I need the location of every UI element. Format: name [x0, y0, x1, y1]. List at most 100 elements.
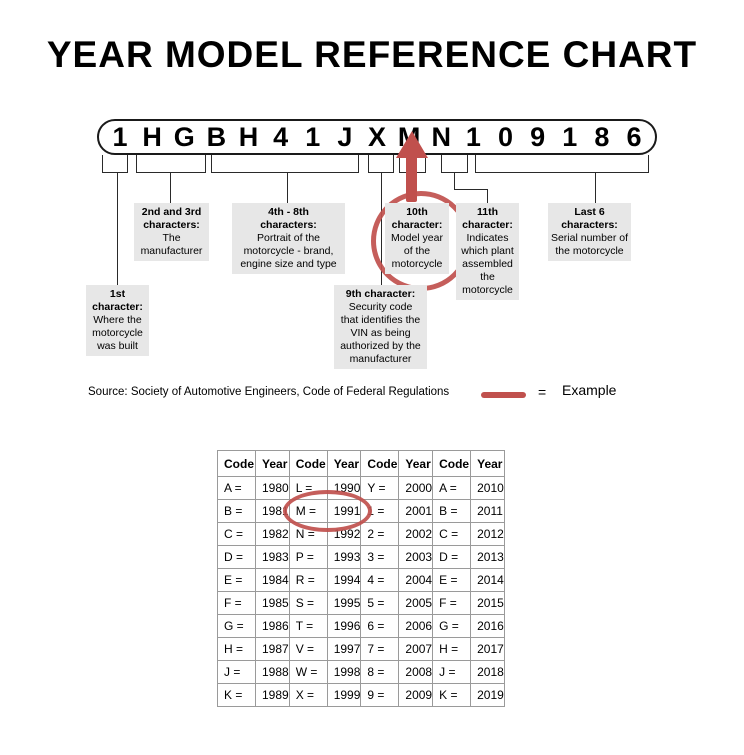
year-cell: 2005: [398, 591, 434, 615]
example-legend-line: [481, 392, 526, 398]
callout-body: Where the motorcycle was built: [92, 314, 143, 352]
code-cell: V =: [288, 637, 328, 661]
vin-character: 8: [594, 121, 610, 152]
year-cell: 2019: [470, 683, 505, 707]
year-cell: 2009: [398, 683, 434, 707]
callout-4th-8th-characters: 4th - 8th characters: Portrait of the mo…: [232, 203, 345, 274]
callout-header: 9th character:: [345, 288, 416, 300]
code-cell: F =: [217, 591, 256, 615]
vin-character: 9: [530, 121, 546, 152]
vin-character: N: [431, 121, 452, 152]
vin-character: 1: [305, 121, 321, 152]
table-header-cell: Year: [255, 450, 290, 477]
year-cell: 1983: [255, 545, 290, 569]
callout-header: 2nd and 3rd characters:: [141, 206, 202, 231]
callout-body: Security code that identifies the VIN as…: [340, 301, 421, 365]
example-ellipse-m-1991: [283, 490, 372, 532]
callout-9th-character: 9th character: Security code that identi…: [334, 285, 427, 369]
year-cell: 2000: [398, 476, 434, 500]
connector-line-last-6: [595, 172, 596, 203]
vin-pill: 1 H G B H 4 1 J X M N 1 0 9 1 8 6: [97, 119, 657, 155]
table-header-row: Code Year Code Year Code Year Code Year: [217, 450, 505, 477]
table-header-cell: Code: [217, 450, 256, 477]
year-cell: 2003: [398, 545, 434, 569]
code-cell: S =: [288, 591, 328, 615]
code-cell: 8 =: [360, 660, 400, 684]
code-cell: K =: [432, 683, 472, 707]
code-cell: F =: [432, 591, 472, 615]
code-cell: J =: [432, 660, 472, 684]
year-cell: 2018: [470, 660, 505, 684]
year-cell: 1985: [255, 591, 290, 615]
vin-group-bracket-1st: [102, 155, 128, 173]
code-cell: H =: [432, 637, 472, 661]
code-cell: 7 =: [360, 637, 400, 661]
vin-group-bracket-last-6: [475, 155, 649, 173]
callout-body: Portrait of the motorcycle - brand, engi…: [240, 232, 337, 270]
code-cell: H =: [217, 637, 256, 661]
code-cell: Y =: [360, 476, 400, 500]
table-row: A = 1980 L = 1990 Y = 2000 A = 2010: [217, 476, 505, 500]
table-header-cell: Year: [398, 450, 434, 477]
vin-group-bracket-11th: [441, 155, 468, 173]
code-cell: K =: [217, 683, 256, 707]
code-cell: D =: [432, 545, 472, 569]
code-cell: C =: [432, 522, 472, 546]
table-row: F = 1985 S = 1995 5 = 2005 F = 2015: [217, 591, 505, 615]
table-row: C = 1982 N = 1992 2 = 2002 C = 2012: [217, 522, 505, 546]
year-cell: 2011: [470, 499, 505, 523]
year-cell: 1997: [326, 637, 362, 661]
callout-body: Model year of the motorcycle: [391, 232, 443, 270]
table-row: H = 1987 V = 1997 7 = 2007 H = 2017: [217, 637, 505, 661]
vin-group-bracket-9th: [368, 155, 394, 173]
connector-line-11th-drop: [487, 189, 488, 203]
table-row: K = 1989 X = 1999 9 = 2009 K = 2019: [217, 683, 505, 707]
code-cell: 2 =: [360, 522, 400, 546]
code-cell: E =: [217, 568, 256, 592]
code-cell: C =: [217, 522, 256, 546]
code-cell: T =: [288, 614, 328, 638]
code-cell: 6 =: [360, 614, 400, 638]
code-cell: J =: [217, 660, 256, 684]
code-cell: A =: [432, 476, 472, 500]
year-cell: 1995: [326, 591, 362, 615]
page-title: YEAR MODEL REFERENCE CHART: [46, 34, 698, 75]
year-cell: 2016: [470, 614, 505, 638]
year-code-table: Code Year Code Year Code Year Code Year …: [217, 450, 505, 707]
vin-character: 4: [273, 121, 289, 152]
callout-header: 4th - 8th characters:: [260, 206, 317, 231]
code-cell: D =: [217, 545, 256, 569]
year-cell: 1994: [326, 568, 362, 592]
connector-line-4th-8th: [287, 172, 288, 203]
year-cell: 2002: [398, 522, 434, 546]
code-cell: X =: [288, 683, 328, 707]
callout-10th-character: 10th character: Model year of the motorc…: [385, 203, 449, 274]
year-cell: 2008: [398, 660, 434, 684]
vin-group-bracket-2nd-3rd: [136, 155, 206, 173]
code-cell: R =: [288, 568, 328, 592]
table-row: G = 1986 T = 1996 6 = 2006 G = 2016: [217, 614, 505, 638]
example-arrow-shaft: [406, 152, 417, 202]
year-cell: 1980: [255, 476, 290, 500]
equals-sign: =: [538, 384, 547, 400]
table-header-cell: Code: [432, 450, 472, 477]
year-cell: 2010: [470, 476, 505, 500]
code-cell: A =: [217, 476, 256, 500]
table-header-cell: Year: [470, 450, 505, 477]
year-cell: 2015: [470, 591, 505, 615]
callout-2nd-3rd-characters: 2nd and 3rd characters: The manufacturer: [134, 203, 209, 261]
year-cell: 1998: [326, 660, 362, 684]
vin-group-bracket-4th-8th: [211, 155, 359, 173]
code-cell: 3 =: [360, 545, 400, 569]
callout-header: 10th character:: [391, 206, 443, 231]
code-cell: W =: [288, 660, 328, 684]
code-cell: G =: [217, 614, 256, 638]
table-row: D = 1983 P = 1993 3 = 2003 D = 2013: [217, 545, 505, 569]
callout-header: 1st character:: [92, 288, 143, 313]
table-header-cell: Year: [326, 450, 362, 477]
table-row: E = 1984 R = 1994 4 = 2004 E = 2014: [217, 568, 505, 592]
example-label: Example: [562, 382, 617, 398]
code-cell: E =: [432, 568, 472, 592]
year-cell: 1986: [255, 614, 290, 638]
